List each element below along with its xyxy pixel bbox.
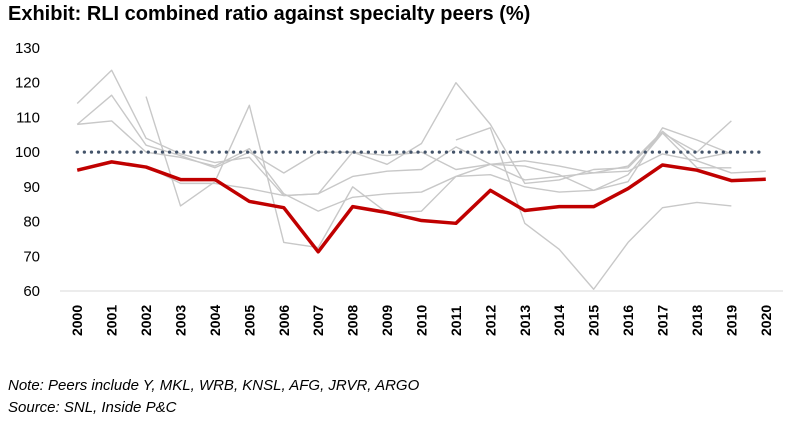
rli-line-group <box>76 160 766 254</box>
x-tick-label: 2015 <box>586 305 602 336</box>
peers-note: Note: Peers include Y, MKL, WRB, KNSL, A… <box>8 377 420 394</box>
x-tick-label: 2010 <box>414 305 430 336</box>
y-tick-label: 120 <box>15 75 40 92</box>
x-tick-label: 2000 <box>69 305 85 336</box>
x-tick-label: 2008 <box>345 305 361 336</box>
x-tick-label: 2001 <box>104 305 120 336</box>
y-axis: 60 70 80 90 100 110 120 130 <box>15 40 40 300</box>
y-tick-label: 130 <box>15 40 40 57</box>
x-tick-label: 2011 <box>448 305 464 336</box>
y-tick-label: 110 <box>16 109 40 126</box>
source-note: Source: SNL, Inside P&C <box>8 399 177 416</box>
x-tick-label: 2005 <box>241 305 257 336</box>
peer-line-5 <box>145 96 732 249</box>
y-tick-label: 70 <box>23 248 40 265</box>
peer-line-4 <box>145 132 732 197</box>
peer-line-6 <box>455 127 732 290</box>
y-tick-label: 90 <box>23 179 40 196</box>
x-tick-label: 2013 <box>517 305 533 336</box>
x-tick-label: 2006 <box>276 305 292 336</box>
x-tick-label: 2017 <box>655 305 671 336</box>
x-tick-label: 2012 <box>482 305 498 336</box>
x-tick-label: 2002 <box>138 305 154 336</box>
y-tick-label: 60 <box>23 283 40 300</box>
x-tick-label: 2009 <box>379 305 395 336</box>
peer-lines <box>76 69 766 290</box>
rli-line <box>76 160 766 254</box>
x-tick-label: 2018 <box>689 305 705 336</box>
x-tick-label: 2004 <box>207 305 223 336</box>
y-tick-label: 100 <box>15 144 40 161</box>
x-tick-label: 2016 <box>620 305 636 336</box>
x-tick-label: 2003 <box>173 305 189 336</box>
x-tick-label: 2020 <box>758 305 774 336</box>
x-tick-label: 2019 <box>723 305 739 336</box>
x-axis: 2000 2001 2002 2003 2004 2005 2006 2007 2008 2009… <box>60 290 783 336</box>
peer-line-2 <box>76 69 732 197</box>
x-tick-label: 2007 <box>310 305 326 336</box>
x-tick-label: 2014 <box>551 305 567 336</box>
chart-title: Exhibit: RLI combined ratio against spec… <box>8 3 531 25</box>
y-tick-label: 80 <box>23 214 40 231</box>
peer-line-3 <box>77 120 766 212</box>
